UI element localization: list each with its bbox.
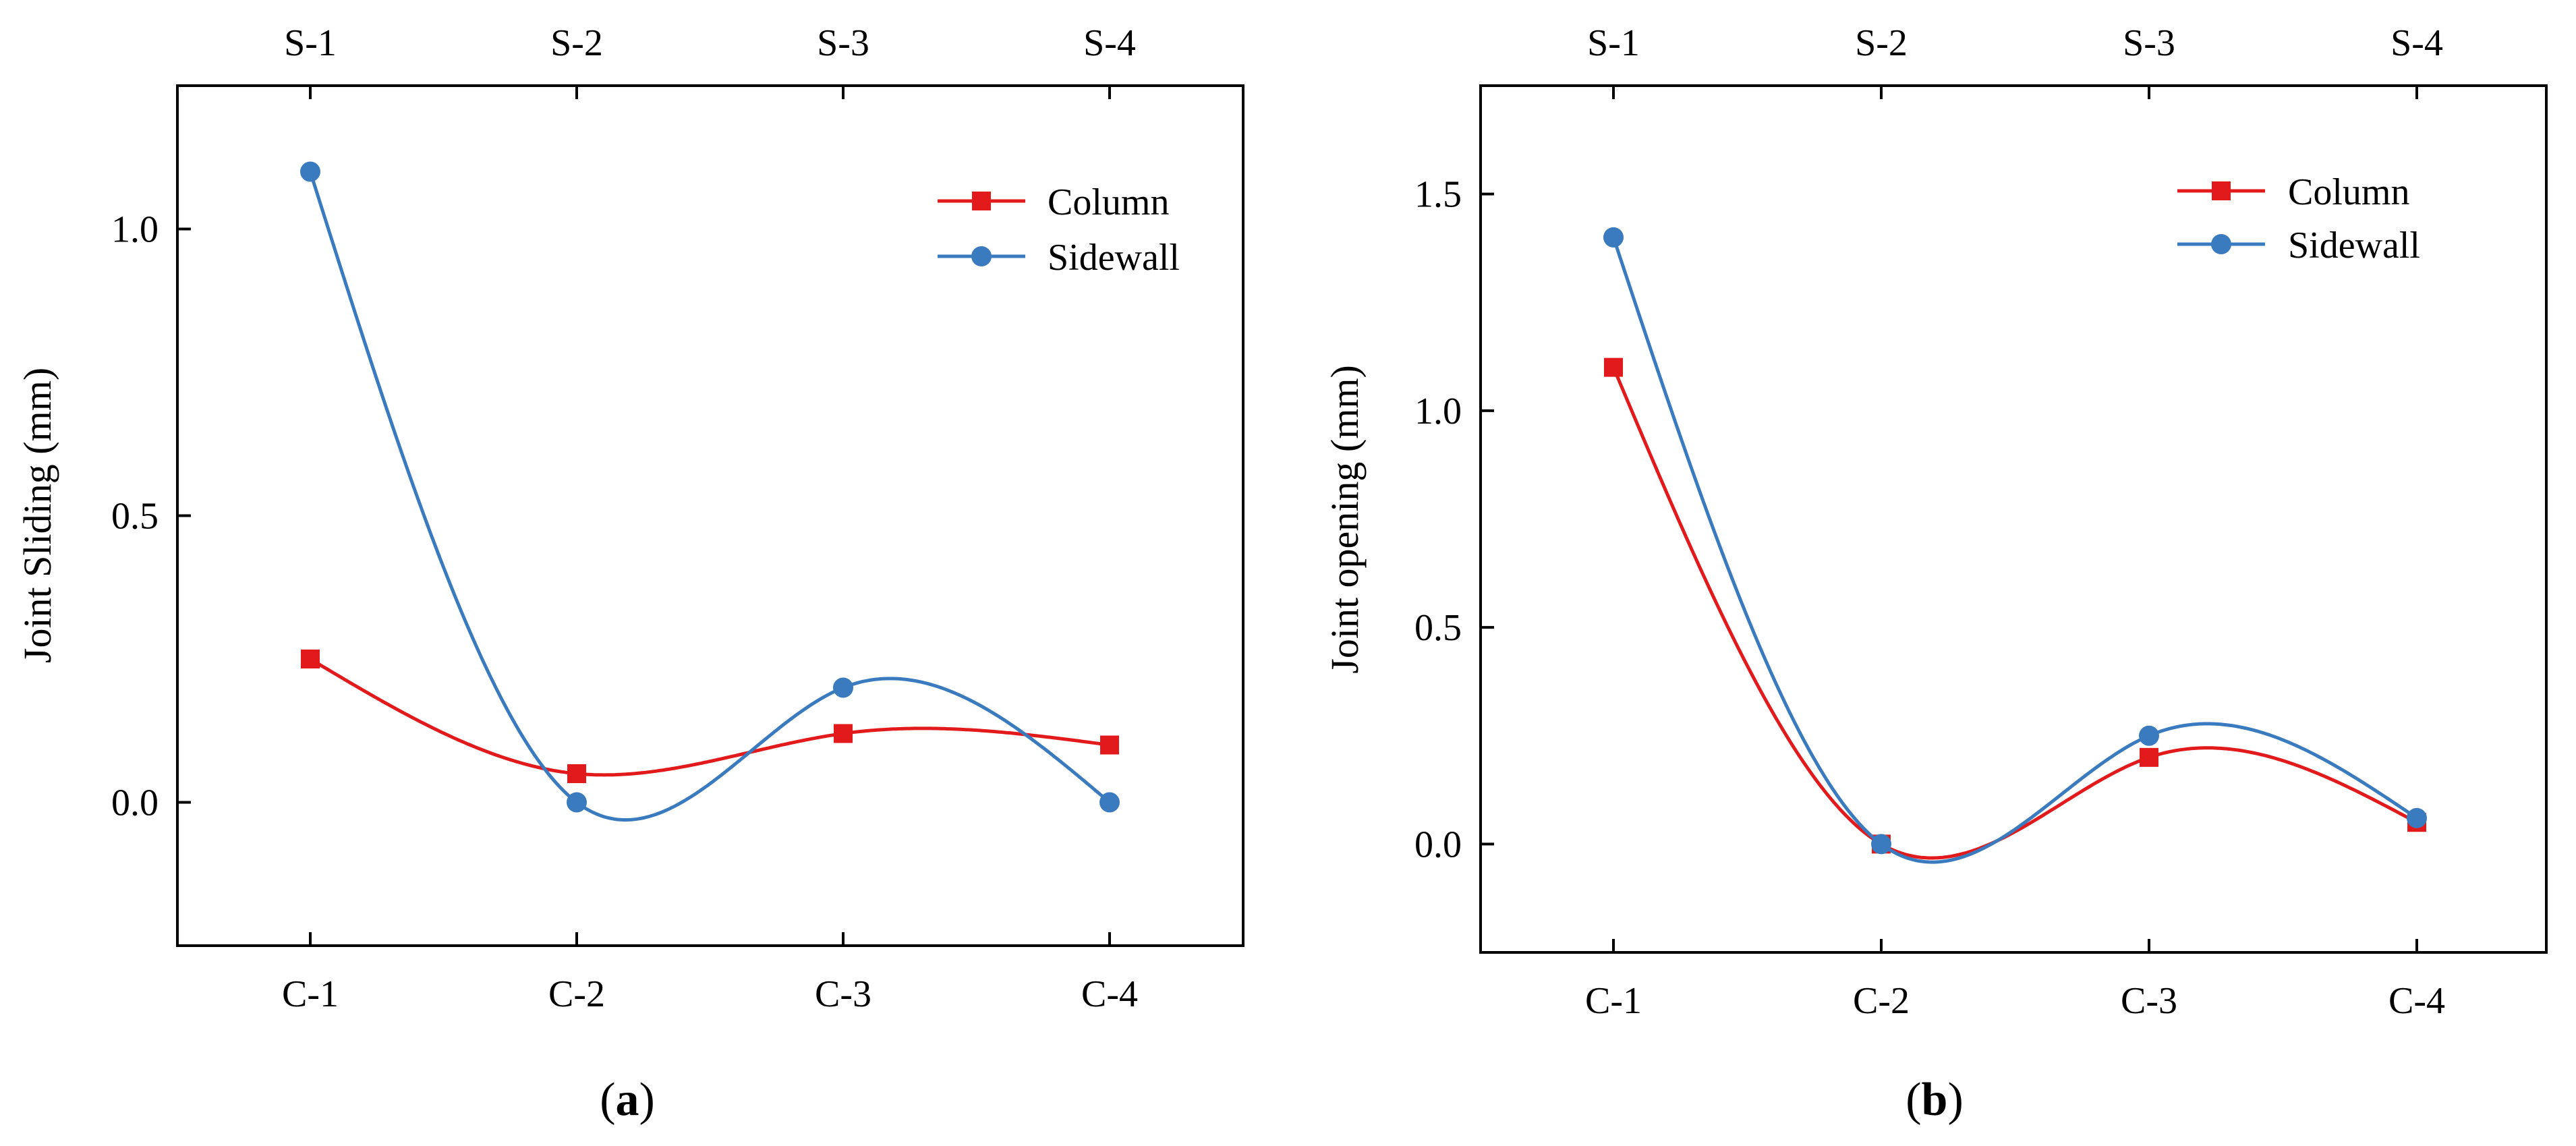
legend-marker-circle bbox=[971, 246, 992, 266]
tick-marks bbox=[1481, 86, 2418, 952]
x-tick-label: C-2 bbox=[1853, 980, 1910, 1022]
caption-a: (a) bbox=[600, 1074, 655, 1126]
x-tick-labels: C-1 C-2 C-3 C-4 bbox=[282, 973, 1138, 1015]
data-point-column bbox=[1100, 735, 1119, 755]
legend-item-column: Column bbox=[2177, 171, 2409, 213]
data-point-sidewall bbox=[1099, 792, 1120, 813]
legend: Column Sidewall bbox=[2177, 171, 2420, 266]
caption-letter: a bbox=[616, 1074, 639, 1126]
x-tick-label: C-3 bbox=[2121, 980, 2177, 1022]
tick-marks bbox=[177, 86, 1111, 946]
legend-item-column: Column bbox=[938, 181, 1169, 223]
top-tick-label: S-2 bbox=[1855, 22, 1908, 64]
top-tick-labels: S-1 S-2 S-3 S-4 bbox=[284, 22, 1136, 64]
x-tick-labels: C-1 C-2 C-3 C-4 bbox=[1585, 980, 2445, 1022]
y-tick-label: 0.0 bbox=[1414, 824, 1462, 865]
legend-label: Column bbox=[2288, 171, 2409, 213]
y-tick-labels: 0.0 0.5 1.0 1.5 bbox=[1414, 174, 1462, 866]
series-line-column bbox=[1611, 366, 2418, 860]
top-tick-label: S-3 bbox=[817, 22, 869, 64]
data-point-column bbox=[834, 724, 853, 743]
legend-item-sidewall: Sidewall bbox=[938, 237, 1180, 279]
legend-label: Column bbox=[1048, 181, 1169, 223]
top-tick-label: S-1 bbox=[1587, 22, 1640, 64]
series-line-sidewall bbox=[1611, 237, 2418, 864]
data-point-sidewall bbox=[567, 792, 587, 813]
data-point-sidewall bbox=[1603, 227, 1624, 248]
y-tick-label: 1.0 bbox=[111, 209, 159, 251]
top-tick-labels: S-1 S-2 S-3 S-4 bbox=[1587, 22, 2443, 64]
legend-item-sidewall: Sidewall bbox=[2177, 225, 2420, 266]
data-point-sidewall bbox=[1871, 834, 1891, 855]
top-tick-label: S-4 bbox=[1083, 22, 1136, 64]
x-tick-label: C-3 bbox=[815, 973, 871, 1015]
data-point-column bbox=[2140, 747, 2158, 767]
data-point-sidewall bbox=[833, 677, 853, 698]
top-tick-label: S-3 bbox=[2123, 22, 2175, 64]
y-axis-title: Joint opening (mm) bbox=[1323, 365, 1367, 674]
top-tick-label: S-2 bbox=[550, 22, 603, 64]
plot-frame bbox=[1479, 84, 2548, 954]
y-tick-label: 1.5 bbox=[1414, 174, 1462, 216]
legend: Column Sidewall bbox=[938, 181, 1180, 279]
y-axis-title: Joint Sliding (mm) bbox=[16, 368, 59, 663]
data-point-column bbox=[301, 650, 320, 668]
caption-b: (b) bbox=[1906, 1074, 1964, 1126]
top-tick-label: S-4 bbox=[2391, 22, 2443, 64]
data-point-column bbox=[567, 764, 586, 783]
data-point-column bbox=[1604, 357, 1623, 377]
legend-marker-square bbox=[972, 192, 991, 210]
x-tick-label: C-1 bbox=[282, 973, 339, 1015]
x-tick-label: C-4 bbox=[2388, 980, 2445, 1022]
x-tick-label: C-2 bbox=[548, 973, 605, 1015]
data-point-sidewall bbox=[2139, 725, 2159, 746]
legend-label: Sidewall bbox=[2288, 225, 2420, 266]
legend-marker-square bbox=[2212, 181, 2231, 200]
chart-b: C-1 C-2 C-3 C-4 S-1 S-2 S-3 S-4 0.0 0.5 … bbox=[1323, 22, 2548, 1022]
x-tick-label: C-1 bbox=[1585, 980, 1642, 1022]
series-line-sidewall bbox=[308, 171, 1111, 822]
y-tick-labels: 0.0 0.5 1.0 bbox=[111, 209, 159, 824]
series-line-column bbox=[309, 657, 1110, 777]
x-tick-label: C-4 bbox=[1081, 973, 1138, 1015]
data-point-sidewall bbox=[2407, 807, 2427, 828]
legend-label: Sidewall bbox=[1048, 237, 1180, 279]
y-tick-label: 0.5 bbox=[111, 496, 159, 538]
y-tick-label: 0.5 bbox=[1414, 607, 1462, 649]
caption-letter: b bbox=[1922, 1074, 1948, 1126]
y-tick-label: 0.0 bbox=[111, 782, 159, 824]
data-point-sidewall bbox=[300, 161, 320, 182]
y-tick-label: 1.0 bbox=[1414, 391, 1462, 432]
series-layer bbox=[300, 161, 1120, 822]
top-tick-label: S-1 bbox=[284, 22, 337, 64]
chart-a: C-1 C-2 C-3 C-4 S-1 S-2 S-3 S-4 0.0 0.5 … bbox=[16, 22, 1244, 1015]
series-layer bbox=[1603, 227, 2427, 864]
legend-marker-circle bbox=[2211, 234, 2231, 254]
